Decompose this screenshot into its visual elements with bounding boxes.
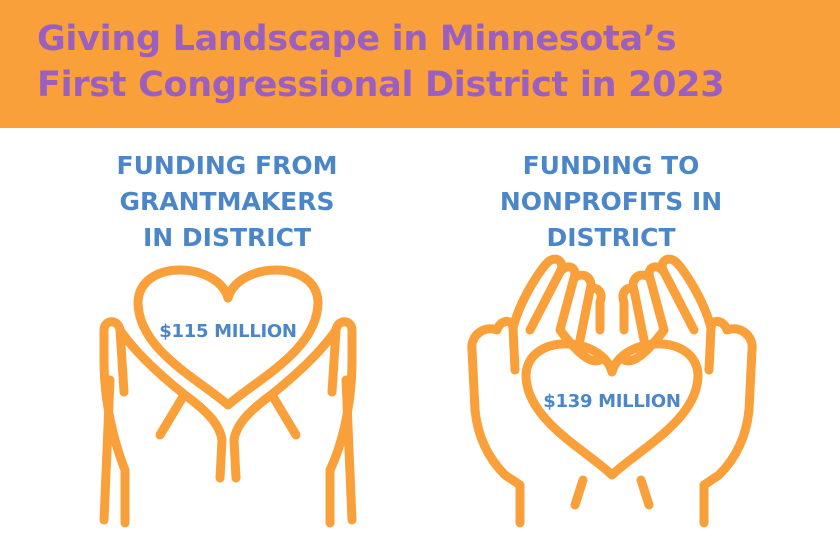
nonprofits-label: FUNDING TO NONPROFITS IN DISTRICT [466,148,756,256]
nonprofits-label-line-2: NONPROFITS IN [499,187,723,216]
right-wrist-right-icon [636,475,654,510]
page-title: Giving Landscape in Minnesota’s First Co… [37,16,827,108]
nonprofits-label-line-1: FUNDING TO [522,151,700,180]
grantmakers-label: FUNDING FROM GRANTMAKERS IN DISTRICT [82,148,372,256]
grantmakers-label-line-3: IN DISTRICT [143,223,311,252]
grantmakers-amount: $115 MILLION [159,321,297,342]
nonprofits-label-line-3: DISTRICT [546,223,676,252]
grantmakers-label-line-2: GRANTMAKERS [119,187,335,216]
header-banner: Giving Landscape in Minnesota’s First Co… [0,0,840,128]
title-line-2: First Congressional District in 2023 [37,65,725,105]
left-heart-icon [133,265,323,410]
right-hand-right-icon [618,254,757,528]
title-line-1: Giving Landscape in Minnesota’s [37,19,677,59]
grantmakers-label-line-1: FUNDING FROM [116,151,338,180]
right-wrist-left-icon [570,475,588,510]
cupped-hands-heart-icon [467,254,757,528]
left-hand-left-icon [99,317,227,528]
left-hand-right-icon [229,317,357,528]
right-hand-left-icon [467,254,606,528]
nonprofits-amount: $139 MILLION [543,391,681,412]
right-heart-icon [521,339,703,480]
hands-holding-heart-icon [99,265,357,528]
